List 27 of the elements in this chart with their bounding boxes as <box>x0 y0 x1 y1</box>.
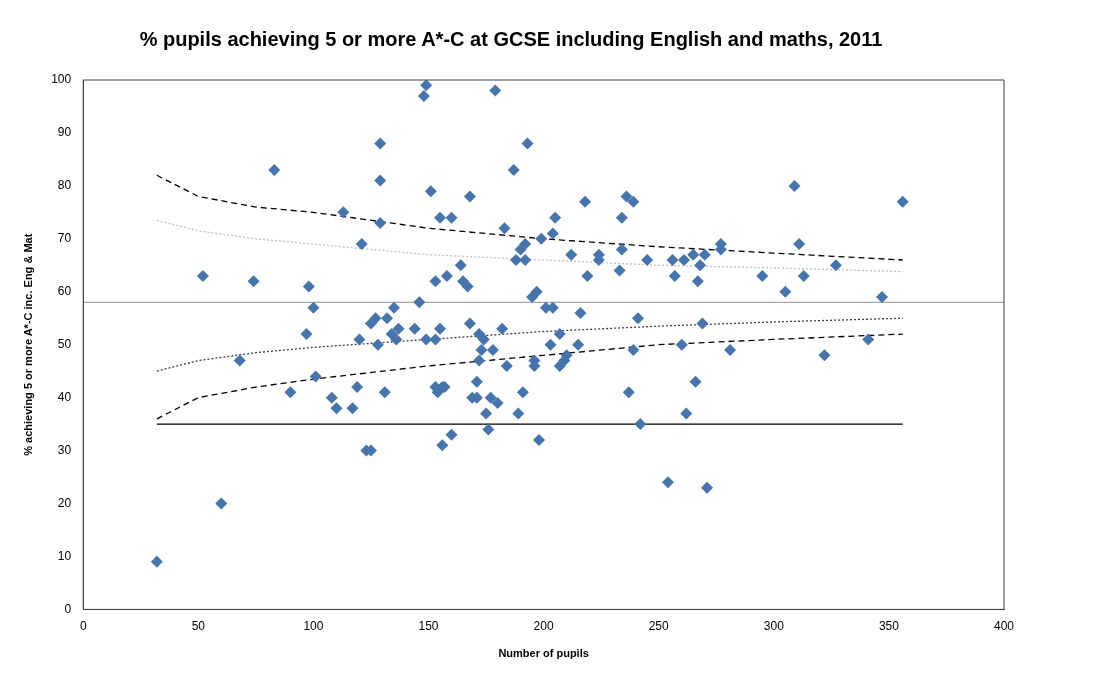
y-tick-label: 100 <box>51 72 72 87</box>
x-tick-label: 350 <box>878 618 900 633</box>
line-series <box>156 219 904 273</box>
y-tick-label: 70 <box>57 231 72 246</box>
y-tick-label: 40 <box>57 389 72 404</box>
x-axis-title: Number of pupils <box>498 647 589 660</box>
x-tick-label: 50 <box>191 618 206 633</box>
x-tick-label: 150 <box>418 618 439 633</box>
line-series <box>156 317 904 372</box>
x-tick-label: 250 <box>648 618 670 633</box>
y-axis-title: % achieving 5 or more A*-C inc. Eng & Mat <box>21 233 34 456</box>
chart-title: % pupils achieving 5 or more A*-C at GCSE including English and maths, 2011 <box>139 27 883 50</box>
y-tick-label: 50 <box>57 337 72 352</box>
y-tick-label: 10 <box>57 548 72 563</box>
y-tick-label: 0 <box>64 601 72 616</box>
line-series <box>156 174 904 261</box>
x-tick-label: 200 <box>533 618 554 633</box>
x-tick-label: 0 <box>79 618 87 633</box>
x-tick-label: 300 <box>763 618 785 633</box>
y-tick-label: 80 <box>57 178 72 193</box>
y-tick-label: 60 <box>57 284 72 299</box>
y-tick-label: 30 <box>57 442 72 457</box>
x-tick-label: 400 <box>993 618 1015 633</box>
line-series <box>156 333 904 420</box>
y-tick-label: 20 <box>57 495 72 510</box>
y-tick-label: 90 <box>57 125 72 140</box>
x-tick-label: 100 <box>303 618 324 633</box>
